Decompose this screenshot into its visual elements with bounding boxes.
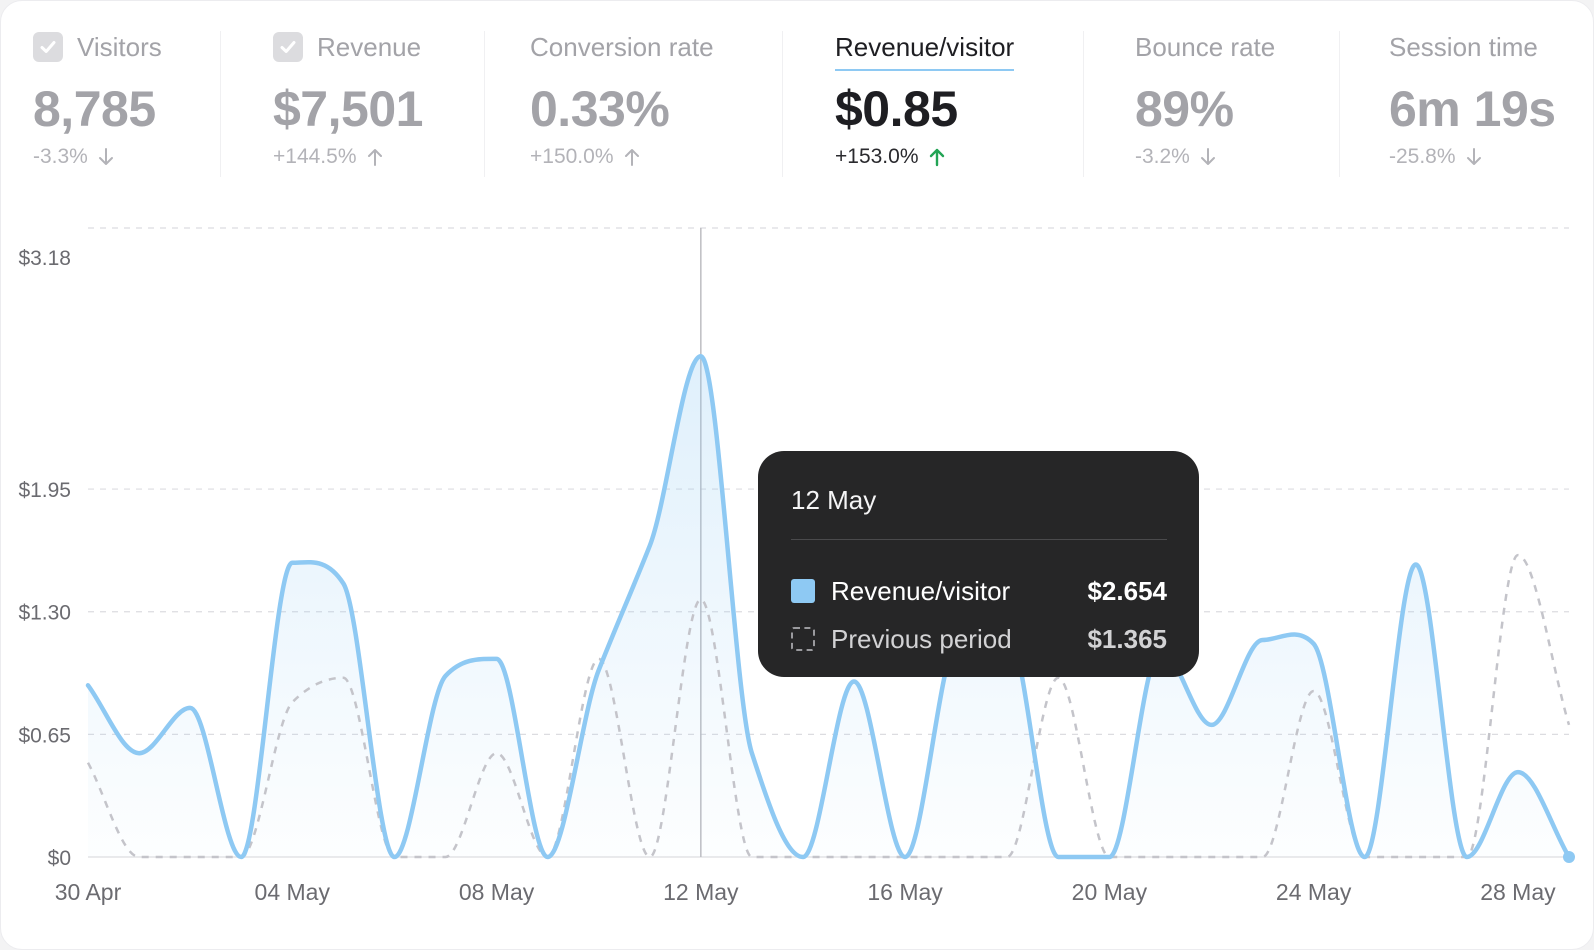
series-line-previous-period xyxy=(86,553,1571,859)
tooltip-series-value: $2.654 xyxy=(1087,575,1167,606)
x-tick-label: 08 May xyxy=(459,879,535,905)
x-tick-label: 20 May xyxy=(1072,879,1148,905)
arrow-up-icon xyxy=(929,148,944,167)
metric-visitors[interactable]: Visitors 8,785 -3.3% xyxy=(33,27,221,179)
arrow-down-icon xyxy=(98,148,113,165)
metric-value: 8,785 xyxy=(33,81,156,137)
chart-tooltip: 12 May Revenue/visitor $2.654 Previous p… xyxy=(758,451,1199,677)
series-line-revenue-per-visitor xyxy=(85,353,1572,860)
metric-change: -3.2% xyxy=(1135,145,1190,168)
metric-value: $0.85 xyxy=(835,81,958,137)
tooltip-series-value: $1.365 xyxy=(1087,623,1167,654)
arrow-down-icon xyxy=(1200,148,1215,165)
y-tick-label: $1.30 xyxy=(18,602,71,625)
tooltip-series-name: Revenue/visitor xyxy=(831,575,1011,606)
x-tick-label: 24 May xyxy=(1276,879,1352,905)
tooltip-row-previous: Previous period $1.365 xyxy=(791,621,1167,657)
x-tick-label: 16 May xyxy=(867,879,943,905)
metric-change: +144.5% xyxy=(273,145,357,168)
y-tick-label: $1.95 xyxy=(18,479,71,502)
series-area-revenue-per-visitor xyxy=(88,356,1569,857)
metric-session-time[interactable]: Session time 6m 19s -25.8% xyxy=(1389,27,1589,179)
metric-label: Revenue xyxy=(317,31,422,62)
check-icon xyxy=(40,41,56,53)
metric-value: 6m 19s xyxy=(1389,81,1556,137)
metric-label: Visitors xyxy=(77,31,162,62)
x-tick-label: 30 Apr xyxy=(55,879,122,905)
x-axis: 30 Apr 04 May 08 May 12 May 16 May 20 May 24 M… xyxy=(55,879,1556,905)
metric-bounce-rate[interactable]: Bounce rate 89% -3.2% xyxy=(1135,27,1340,179)
metric-value: 0.33% xyxy=(530,81,670,137)
arrow-up-icon xyxy=(367,149,382,166)
metric-divider xyxy=(484,31,485,177)
legend-swatch-dashed xyxy=(791,627,815,651)
arrow-down-icon xyxy=(1466,148,1481,165)
x-tick-label: 12 May xyxy=(663,879,739,905)
arrow-up-icon xyxy=(624,149,639,166)
x-tick-label: 28 May xyxy=(1480,879,1556,905)
legend-swatch-solid xyxy=(791,579,815,603)
metric-label: Conversion rate xyxy=(530,31,714,62)
tooltip-date: 12 May xyxy=(791,485,877,515)
tooltip-series-name: Previous period xyxy=(831,623,1012,654)
metric-value: $7,501 xyxy=(273,81,423,137)
metric-divider xyxy=(782,31,783,177)
y-axis: $0 $0.65 $1.30 $1.95 $3.18 xyxy=(18,247,71,870)
tooltip-divider xyxy=(791,539,1167,540)
metric-label: Revenue/visitor xyxy=(835,32,1015,71)
series-end-point xyxy=(1563,851,1575,863)
metric-revenue-per-visitor[interactable]: Revenue/visitor $0.85 +153.0% xyxy=(835,27,1084,179)
y-tick-label: $3.18 xyxy=(18,247,71,270)
metric-label: Session time xyxy=(1389,31,1538,62)
metric-label: Bounce rate xyxy=(1135,31,1276,62)
x-tick-label: 04 May xyxy=(255,879,331,905)
metric-conversion-rate[interactable]: Conversion rate 0.33% +150.0% xyxy=(530,27,783,179)
y-tick-label: $0.65 xyxy=(18,724,71,747)
check-icon xyxy=(280,41,296,53)
metric-divider xyxy=(220,31,221,177)
metric-revenue[interactable]: Revenue $7,501 +144.5% xyxy=(273,27,485,179)
metric-divider xyxy=(1339,31,1340,177)
metric-change: +153.0% xyxy=(835,145,919,168)
metric-change: -25.8% xyxy=(1389,145,1456,168)
metric-divider xyxy=(1083,31,1084,177)
revenue-checkbox[interactable] xyxy=(273,32,303,62)
metric-value: 89% xyxy=(1135,81,1234,137)
visitors-checkbox[interactable] xyxy=(33,32,63,62)
tooltip-row-current: Revenue/visitor $2.654 xyxy=(791,573,1167,609)
metrics-bar: Visitors 8,785 -3.3% Revenue $7,501 +144… xyxy=(1,1,1593,191)
y-tick-label: $0 xyxy=(48,847,71,870)
metric-change: -3.3% xyxy=(33,145,88,168)
metric-change: +150.0% xyxy=(530,145,614,168)
